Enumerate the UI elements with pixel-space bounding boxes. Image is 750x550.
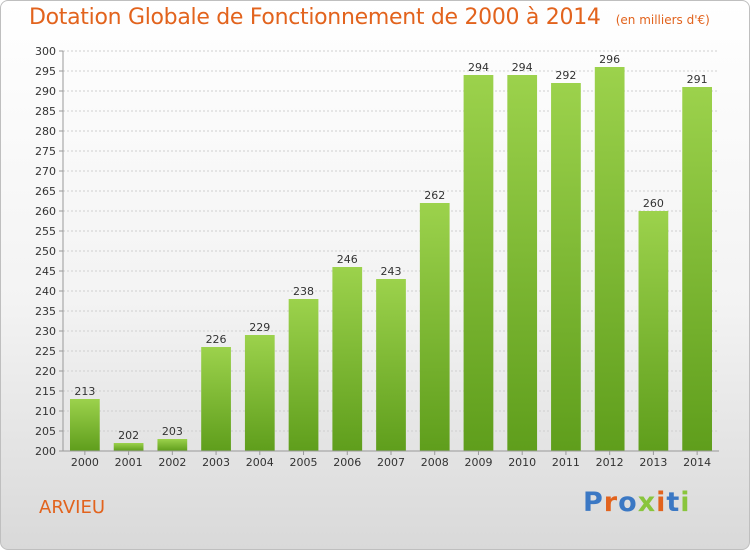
y-tick-label: 210 [35,405,56,418]
bar [551,83,581,451]
x-tick-label: 2001 [115,456,143,469]
bar [507,75,538,451]
bar-value-label: 294 [512,61,533,74]
bar [419,203,450,451]
y-tick-label: 260 [35,205,56,218]
bar-value-label: 226 [206,333,227,346]
axes: 2002052102152202252302352402452502552602… [35,45,719,469]
bar [594,67,625,451]
bar [244,335,275,451]
logo-letter: r [603,487,619,518]
bar [113,443,144,451]
x-tick-label: 2004 [246,456,274,469]
bar-value-label: 203 [162,425,183,438]
y-tick-label: 205 [35,425,56,438]
bar [332,267,363,451]
bar-value-label: 296 [599,53,620,66]
logo-letter: i [656,487,667,518]
y-tick-label: 250 [35,245,56,258]
y-tick-label: 235 [35,305,56,318]
y-tick-label: 240 [35,285,56,298]
bar [201,347,231,451]
y-tick-label: 215 [35,385,56,398]
bar [157,439,188,451]
bar-value-label: 202 [118,429,139,442]
title-unit: (en milliers d'€) [615,13,710,27]
bar-value-label: 243 [381,265,402,278]
y-tick-label: 290 [35,85,56,98]
bar [288,299,319,451]
logo-letter: x [637,487,657,518]
bar-value-label: 246 [337,253,358,266]
x-tick-label: 2008 [421,456,449,469]
bar-value-label: 238 [293,285,314,298]
x-tick-label: 2010 [508,456,536,469]
x-tick-label: 2003 [202,456,230,469]
y-tick-label: 280 [35,125,56,138]
x-tick-label: 2000 [71,456,99,469]
y-tick-label: 270 [35,165,56,178]
y-tick-label: 200 [35,445,56,458]
logo-letter: t [666,487,681,518]
bar [69,399,100,451]
logo-letter: i [680,487,691,518]
x-tick-label: 2002 [158,456,186,469]
bar-value-label: 229 [249,321,270,334]
bar-value-label: 260 [643,197,664,210]
x-tick-label: 2009 [464,456,492,469]
y-tick-label: 300 [35,45,56,58]
y-tick-label: 265 [35,185,56,198]
x-tick-label: 2011 [552,456,580,469]
bar-value-label: 262 [424,189,445,202]
bar-value-label: 213 [74,385,95,398]
bar [376,279,406,451]
y-tick-label: 230 [35,325,56,338]
y-tick-label: 255 [35,225,56,238]
x-tick-label: 2007 [377,456,405,469]
bar-value-label: 292 [555,69,576,82]
x-tick-label: 2005 [290,456,318,469]
bar [638,211,669,451]
logo-letter: o [618,487,638,518]
y-tick-label: 220 [35,365,56,378]
x-tick-label: 2012 [596,456,624,469]
x-tick-label: 2013 [639,456,667,469]
y-tick-label: 245 [35,265,56,278]
logo-letter: P [583,487,604,518]
commune-name: ARVIEU [39,497,106,518]
bar [682,87,713,451]
proxiti-logo: Proxiti [583,487,691,518]
bars: 213 202 203 226 229 238 246 243 262 294 294 292 296 2… [69,53,713,451]
y-tick-label: 285 [35,105,56,118]
chart-title: Dotation Globale de Fonctionnement de 20… [29,5,710,30]
x-tick-label: 2006 [333,456,361,469]
y-tick-label: 275 [35,145,56,158]
bar-value-label: 294 [468,61,489,74]
y-tick-label: 225 [35,345,56,358]
y-tick-label: 295 [35,65,56,78]
bar-value-label: 291 [687,73,708,86]
x-tick-label: 2014 [683,456,711,469]
bar [463,75,494,451]
title-text: Dotation Globale de Fonctionnement de 20… [29,5,601,30]
